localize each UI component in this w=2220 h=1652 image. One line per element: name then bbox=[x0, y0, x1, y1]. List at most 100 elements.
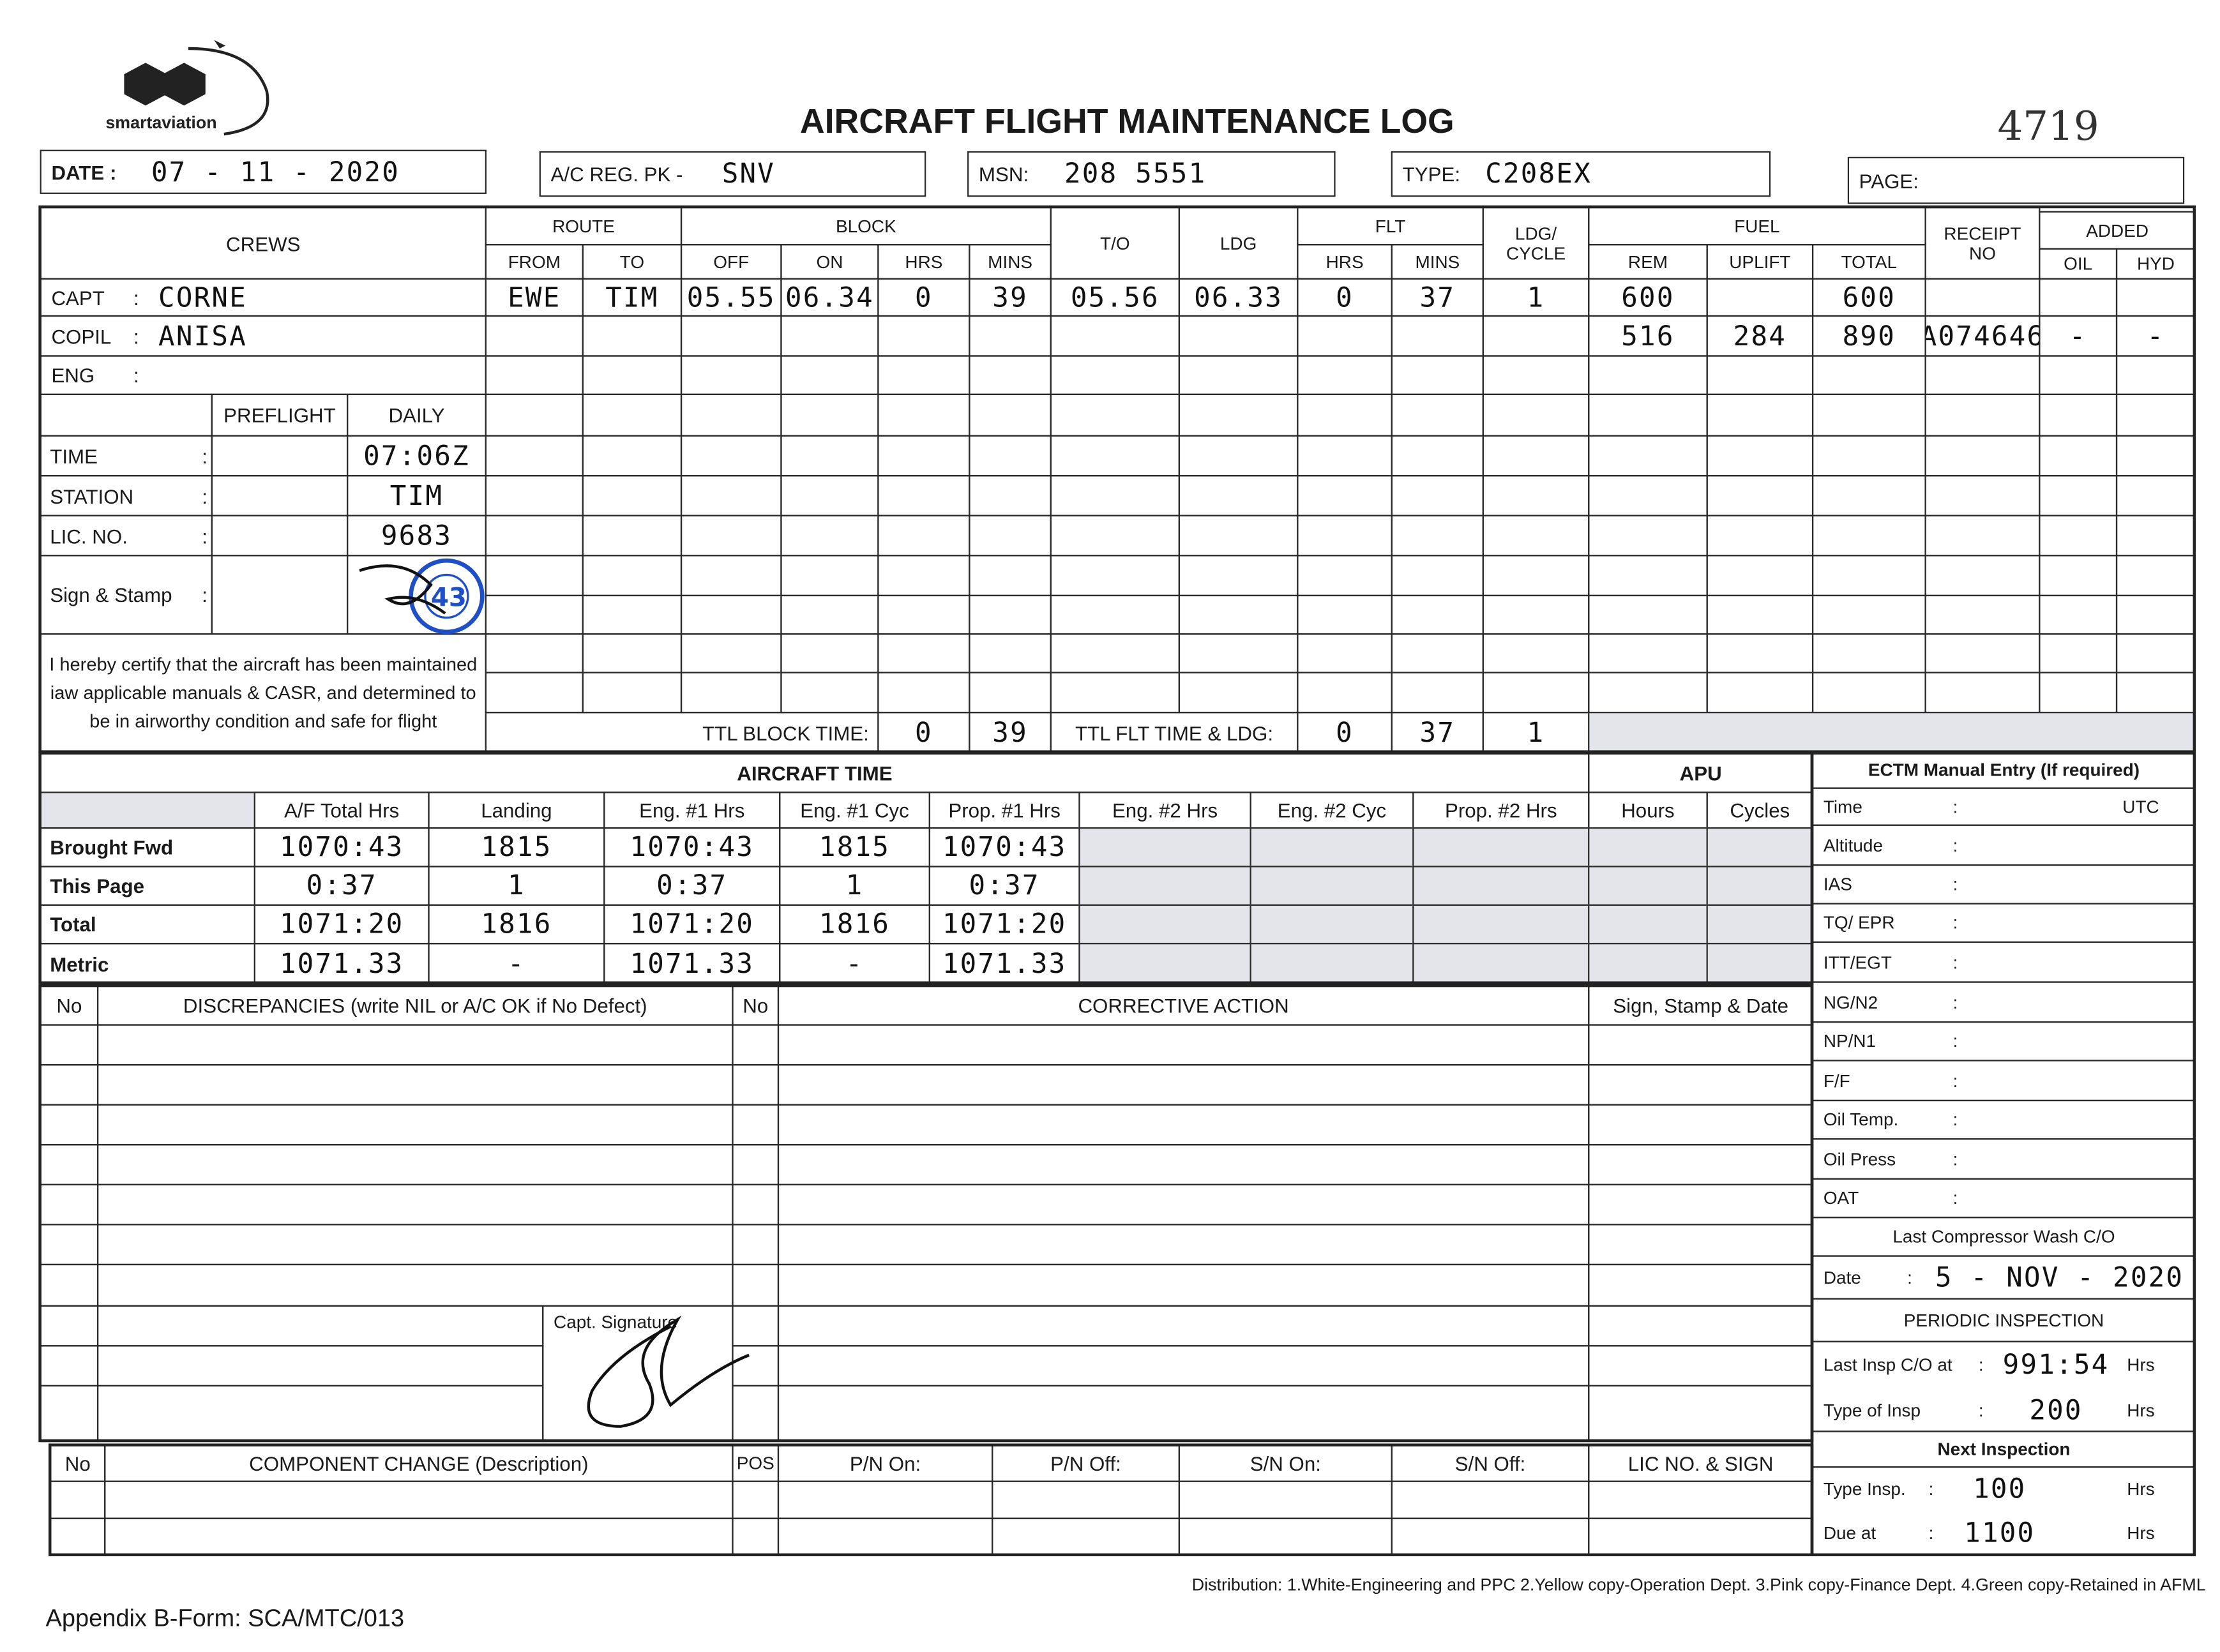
separator: : bbox=[1952, 874, 1958, 895]
time-cell[interactable] bbox=[1078, 943, 1251, 984]
ectm-label: F/F bbox=[1823, 1070, 1850, 1091]
separator: : bbox=[202, 444, 208, 467]
flight-cell[interactable]: 06.33 bbox=[1178, 278, 1299, 317]
separator: : bbox=[1907, 1267, 1912, 1288]
separator: : bbox=[1952, 1031, 1958, 1051]
ectm-label: NG/N2 bbox=[1823, 992, 1878, 1012]
reg-label: A/C REG. PK - bbox=[550, 162, 683, 186]
hrs-unit: Hrs bbox=[2127, 1478, 2155, 1499]
crew-label-eng: ENG bbox=[51, 363, 95, 387]
crew-value-capt[interactable]: CORNE bbox=[158, 282, 248, 313]
crew-label-copil: COPIL bbox=[51, 324, 112, 348]
label-type_insp: Type of Insp bbox=[1823, 1400, 1921, 1420]
time-cell[interactable] bbox=[1706, 866, 1814, 906]
captain-signature-label: Capt. Signature bbox=[554, 1311, 678, 1332]
separator: : bbox=[133, 363, 139, 387]
distribution-note: Distribution: 1.White-Engineering and PP… bbox=[1191, 1574, 2206, 1595]
separator: : bbox=[133, 324, 139, 348]
value-last_insp[interactable]: 991:54 bbox=[2002, 1349, 2110, 1381]
value-due[interactable]: 1100 bbox=[1964, 1517, 2035, 1549]
separator: : bbox=[1928, 1522, 1934, 1543]
flight-cell[interactable]: EWE bbox=[485, 278, 584, 317]
date-field[interactable]: 07 - 11 - 2020 bbox=[151, 156, 400, 188]
compressor-wash-date[interactable]: 5 - NOV - 2020 bbox=[1935, 1261, 2184, 1293]
smartaviation-logo: smartaviation bbox=[103, 31, 281, 146]
separator: : bbox=[1952, 1070, 1958, 1091]
type-field[interactable]: C208EX bbox=[1485, 158, 1592, 190]
ectm-label: Altitude bbox=[1823, 835, 1884, 855]
hrs-unit: Hrs bbox=[2127, 1355, 2155, 1376]
value-type_insp[interactable]: 200 bbox=[2029, 1394, 2083, 1426]
date-box bbox=[40, 149, 487, 194]
crew-value-copil[interactable]: ANISA bbox=[158, 320, 248, 352]
ectm-label: OAT bbox=[1823, 1188, 1859, 1208]
time-cell[interactable] bbox=[1250, 866, 1414, 906]
stamp-icon: 43 bbox=[409, 558, 485, 635]
time-cell[interactable] bbox=[1412, 827, 1590, 867]
hrs-unit: Hrs bbox=[2127, 1522, 2155, 1543]
separator: : bbox=[1952, 1188, 1958, 1208]
logo-text: smartaviation bbox=[105, 113, 216, 132]
hrs-unit: Hrs bbox=[2127, 1400, 2155, 1420]
separator: : bbox=[202, 583, 208, 606]
subheader-hrs: HRS bbox=[877, 244, 970, 280]
label-last_insp: Last Insp C/O at bbox=[1823, 1355, 1952, 1376]
page-box[interactable] bbox=[1847, 156, 2185, 204]
ectm-label: Oil Press bbox=[1823, 1148, 1896, 1169]
reg-field[interactable]: SNV bbox=[721, 158, 776, 190]
ectm-label: NP/N1 bbox=[1823, 1031, 1876, 1051]
type-label: TYPE: bbox=[1402, 162, 1461, 186]
separator: : bbox=[202, 484, 208, 507]
flight-cell[interactable]: 39 bbox=[969, 278, 1052, 317]
ectm-label: Time bbox=[1823, 797, 1862, 817]
separator: : bbox=[1978, 1355, 1984, 1376]
separator: : bbox=[1952, 1148, 1958, 1169]
time-cell[interactable]: 1070:43 bbox=[603, 827, 781, 867]
msn-field[interactable]: 208 5551 bbox=[1064, 158, 1207, 190]
separator: : bbox=[202, 524, 208, 547]
captain-signature-icon bbox=[587, 1315, 750, 1428]
ectm-label: ITT/EGT bbox=[1823, 952, 1892, 972]
time-cell[interactable]: 0:37 bbox=[928, 866, 1080, 906]
crew-label-capt: CAPT bbox=[51, 286, 105, 309]
time-cell[interactable] bbox=[1588, 866, 1708, 906]
compressor-wash-header: Last Compressor Wash C/O bbox=[1811, 1217, 2196, 1257]
msn-box bbox=[967, 151, 1336, 197]
separator: : bbox=[1952, 1109, 1958, 1130]
form-title: AIRCRAFT FLIGHT MAINTENANCE LOG bbox=[799, 102, 1454, 142]
ectm-label: Oil Temp. bbox=[1823, 1109, 1899, 1130]
time-cell[interactable]: 1071:20 bbox=[928, 904, 1080, 945]
compressor-wash-label: Date bbox=[1823, 1267, 1861, 1288]
ectm-label: IAS bbox=[1823, 874, 1852, 895]
utc-label: UTC bbox=[2122, 797, 2159, 817]
receipt-label: RECEIPT bbox=[1944, 223, 2021, 243]
reg-box bbox=[539, 151, 926, 197]
ectm-label: TQ/ EPR bbox=[1823, 913, 1895, 933]
type-box bbox=[1391, 151, 1771, 197]
blank-header bbox=[40, 792, 255, 829]
ttl-block-hrs: 0 bbox=[877, 712, 970, 753]
receipt-label: NO bbox=[1969, 243, 1996, 264]
separator: : bbox=[1952, 952, 1958, 972]
page-label: PAGE: bbox=[1859, 169, 1919, 192]
separator: : bbox=[1952, 797, 1958, 817]
date-label: DATE : bbox=[51, 160, 117, 184]
daily-signature-icon bbox=[359, 564, 446, 615]
label-next_type: Type Insp. bbox=[1823, 1478, 1906, 1499]
label-due: Due at bbox=[1823, 1522, 1876, 1543]
separator: : bbox=[1928, 1478, 1934, 1499]
separator: : bbox=[1952, 835, 1958, 855]
ldg-cycle-label: LDG/ bbox=[1514, 223, 1557, 243]
subheader-to: TO bbox=[582, 244, 683, 280]
separator: : bbox=[1952, 913, 1958, 933]
col-header: Prop. #2 Hrs bbox=[1412, 792, 1590, 829]
separator: : bbox=[1952, 992, 1958, 1012]
value-next_type[interactable]: 100 bbox=[1973, 1473, 2027, 1505]
form-code: Appendix B-Form: SCA/MTC/013 bbox=[45, 1604, 405, 1632]
separator: : bbox=[1978, 1400, 1984, 1420]
ldg-cycle-label: CYCLE bbox=[1506, 243, 1566, 264]
serial-number: 4719 bbox=[1997, 102, 2099, 150]
separator: : bbox=[133, 286, 139, 309]
certification-text: I hereby certify that the aircraft has b… bbox=[40, 633, 487, 753]
